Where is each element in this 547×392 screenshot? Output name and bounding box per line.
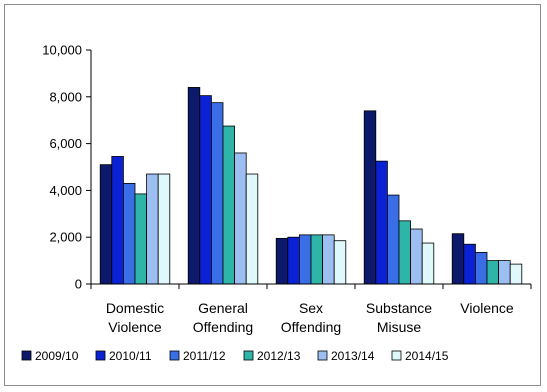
x-category-label: Domestic: [106, 300, 164, 316]
bar-2010-11: [463, 243, 476, 285]
bar-2014-15: [333, 240, 347, 285]
bar-2013-14: [234, 152, 247, 285]
bar-2013-14: [410, 228, 423, 285]
bar-2012-13: [486, 260, 500, 285]
y-tick-label: 10,000: [42, 43, 82, 58]
legend-swatch: [243, 350, 254, 361]
bar-2010-11: [287, 236, 300, 285]
x-category-label: Offending: [193, 319, 253, 335]
x-category-label: Sex: [299, 300, 323, 316]
legend-label: 2012/13: [257, 349, 301, 363]
bar-2014-15: [157, 173, 171, 285]
bar-2012-13: [134, 193, 148, 285]
bar-2009-10: [187, 87, 201, 285]
bars: [99, 87, 523, 285]
x-category-label: Substance: [366, 300, 432, 316]
bar-2009-10: [363, 110, 377, 285]
legend-label: 2013/14: [331, 349, 375, 363]
y-tick-label: 4,000: [49, 183, 82, 198]
bar-2012-13: [398, 220, 412, 285]
bar-2013-14: [498, 260, 511, 285]
legend-label: 2011/12: [183, 349, 226, 363]
x-axis: Domestic Violence General Offending Sex Offen…: [90, 283, 532, 335]
bar-2014-15: [245, 173, 259, 285]
y-axis: 0 2,000 4,000 6,000 8,000 10,000: [42, 43, 92, 292]
legend-label: 2009/10: [35, 349, 79, 363]
bar-2013-14: [146, 173, 159, 285]
bar-2009-10: [275, 237, 289, 285]
legend-swatch: [21, 350, 32, 361]
bar-2012-13: [310, 234, 324, 285]
y-tick-label: 2,000: [49, 230, 82, 245]
x-category-label: Violence: [460, 300, 514, 316]
bar-2010-11: [111, 156, 124, 285]
bar-2011-12: [474, 252, 488, 285]
bar-2010-11: [375, 160, 388, 285]
y-tick-label: 0: [75, 277, 82, 292]
y-tick-label: 6,000: [49, 136, 82, 151]
x-category-label: Misuse: [377, 319, 422, 335]
legend-swatch: [391, 350, 402, 361]
bar-2009-10: [99, 164, 113, 285]
legend-swatch: [317, 350, 328, 361]
bar-2012-13: [222, 125, 236, 285]
bar-2011-12: [123, 182, 136, 285]
bar-2014-15: [421, 242, 435, 285]
x-category-label: Violence: [108, 319, 162, 335]
bar-2010-11: [199, 95, 212, 285]
legend: 2009/10 2010/11 2011/12 2012/13 2013/14 2014/…: [21, 349, 449, 363]
x-category-label: Offending: [281, 319, 341, 335]
legend-swatch: [169, 350, 180, 361]
y-tick-label: 8,000: [49, 89, 82, 104]
legend-label: 2014/15: [405, 349, 449, 363]
bar-2011-12: [386, 194, 400, 285]
bar-2011-12: [298, 234, 312, 285]
bar-2014-15: [509, 263, 523, 285]
bar-2011-12: [210, 102, 224, 285]
legend-label: 2010/11: [109, 349, 152, 363]
chart-frame: [4, 4, 541, 386]
x-category-label: General: [198, 300, 248, 316]
legend-swatch: [95, 350, 106, 361]
bar-2013-14: [322, 234, 335, 285]
bar-2009-10: [451, 233, 465, 285]
